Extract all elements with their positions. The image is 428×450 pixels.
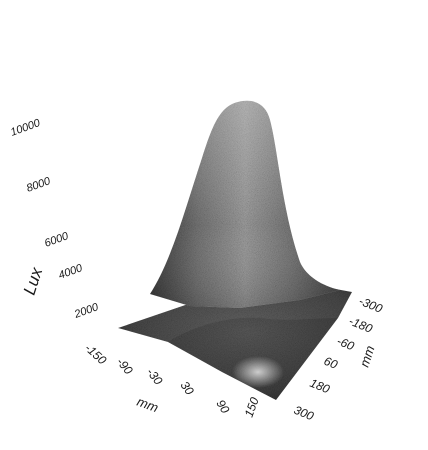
surface-base-shadow [168,317,338,400]
surface-floor [118,276,352,400]
x-tick-label: -30 [144,365,166,388]
z-tick-label: 2000 [72,301,101,321]
x-tick-label: 150 [242,395,262,419]
z-axis-title: Lux [20,265,47,297]
z-tick-label: 8000 [25,175,53,195]
x-axis-title: mm [135,394,161,416]
y-axis-title: mm [357,344,378,369]
y-tick-label: -300 [357,294,385,316]
x-tick-label: -90 [114,355,136,378]
z-tick-label: 10000 [9,117,43,139]
x-tick-label: 90 [213,397,232,416]
y-tick-label: -180 [347,314,375,336]
z-tick-label: 4000 [57,262,85,282]
y-tick-label: 60 [322,354,340,372]
surface-peak-shading [150,100,340,308]
y-tick-label: 300 [292,403,316,424]
z-tick-label: 6000 [43,230,71,250]
surface-highlight [232,356,284,388]
x-tick-label: 30 [178,379,197,398]
x-tick-label: -150 [82,341,109,368]
y-tick-label: 180 [308,376,332,397]
y-tick-label: -60 [335,334,357,354]
